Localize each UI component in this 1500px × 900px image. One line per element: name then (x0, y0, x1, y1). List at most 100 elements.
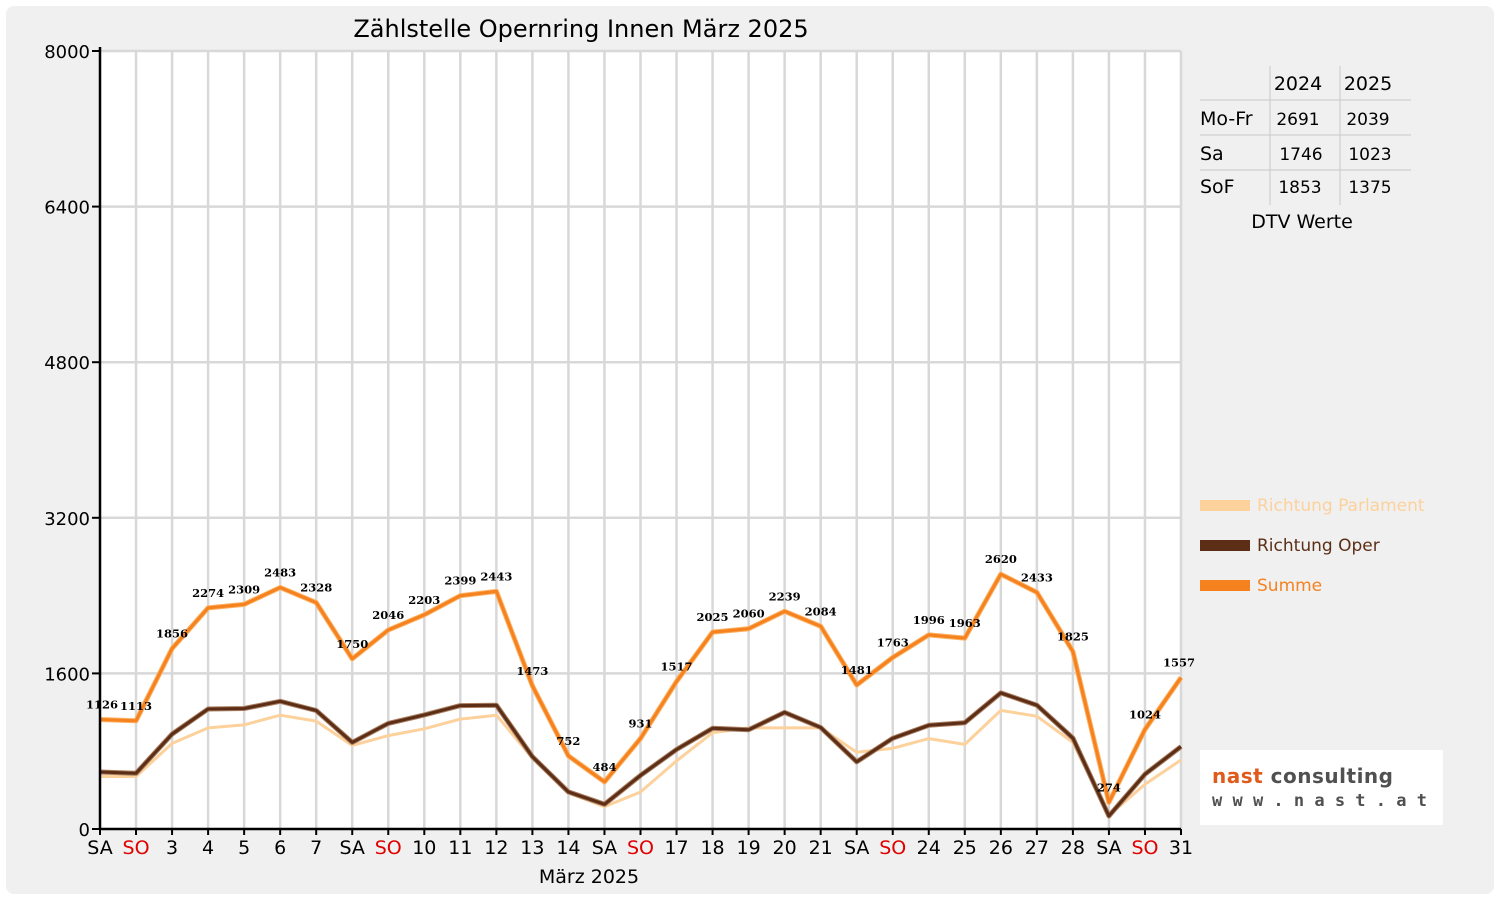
x-tick-label: 24 (917, 837, 941, 859)
y-tick-label: 1600 (44, 664, 90, 685)
x-tick-label: 11 (448, 837, 472, 859)
axes (92, 47, 1182, 835)
data-label: 2399 (444, 574, 476, 588)
x-axis-label: März 2025 (539, 866, 639, 888)
data-label: 2025 (697, 610, 729, 624)
y-tick-label: 4800 (44, 353, 90, 374)
y-tick-labels: 0 1600 3200 4800 6400 8000 (44, 42, 90, 841)
x-tick-label: 7 (310, 837, 322, 859)
table-header-2025: 2025 (1344, 73, 1392, 95)
x-tick-label: SA (592, 837, 617, 859)
logo-brand-word1: nast (1212, 764, 1264, 788)
data-label: 274 (1097, 780, 1121, 794)
x-tick-label: 5 (238, 837, 250, 859)
x-tick-label: 3 (166, 837, 178, 859)
data-label: 1825 (1057, 630, 1089, 644)
x-tick-labels: SA SO 3 4 5 6 7 SA SO 10 11 12 13 14 SA SO 17 18 19 20 21 SA S… (87, 837, 1193, 859)
table-cell: 1375 (1348, 178, 1391, 198)
x-tick-label: 18 (700, 837, 724, 859)
series-line-richtung-parlament (100, 708, 1182, 817)
data-label: 1750 (336, 637, 368, 651)
data-label: 931 (628, 716, 652, 730)
table-cell: 1853 (1278, 178, 1321, 198)
legend: Richtung Parlament Richtung Oper Summe (1200, 496, 1425, 596)
x-tick-label: SA (87, 837, 112, 859)
data-label: 1996 (913, 613, 945, 627)
data-label: 2084 (805, 604, 837, 618)
data-label: 2443 (480, 569, 512, 583)
data-label: 2046 (372, 608, 404, 622)
legend-swatch-summe (1200, 580, 1250, 591)
data-label: 2433 (1021, 570, 1053, 584)
x-tick-label: 4 (202, 837, 214, 859)
table-cell: 1023 (1348, 145, 1391, 165)
data-label: 1763 (877, 636, 909, 650)
logo-url: w w w . n a s t . a t (1212, 791, 1427, 811)
data-label: 2239 (769, 589, 801, 603)
x-tick-label: 20 (773, 837, 797, 859)
x-tick-label: SA (340, 837, 365, 859)
table-row-label: SoF (1200, 176, 1235, 198)
data-label: 1557 (1163, 656, 1195, 670)
x-tick-label: SO (879, 837, 906, 859)
legend-swatch-oper (1200, 540, 1250, 551)
legend-label-parlament: Richtung Parlament (1257, 496, 1425, 516)
table-cell: 2691 (1276, 110, 1319, 130)
x-tick-label: 13 (520, 837, 544, 859)
data-label: 1517 (661, 659, 693, 673)
x-tick-label: 12 (484, 837, 508, 859)
x-tick-label: 6 (274, 837, 286, 859)
legend-label-oper: Richtung Oper (1257, 536, 1380, 556)
data-labels: 1126 1113 1856 2274 2309 2483 2328 1750 2046 2203… (86, 552, 1195, 794)
x-tick-label: 14 (556, 837, 580, 859)
x-tick-label: SA (1096, 837, 1121, 859)
data-label: 1856 (156, 627, 188, 641)
data-label: 1481 (841, 663, 873, 677)
legend-swatch-parlament (1200, 500, 1250, 511)
series-lines (99, 571, 1184, 819)
x-tick-label: SO (375, 837, 402, 859)
data-label: 2309 (228, 582, 260, 596)
table-row-label: Sa (1200, 143, 1224, 165)
data-label: 1113 (120, 699, 152, 713)
data-label: 1126 (86, 697, 118, 711)
data-label: 2203 (408, 593, 440, 607)
table-row-label: Mo-Fr (1200, 108, 1253, 130)
x-tick-label: 17 (664, 837, 688, 859)
data-label: 2483 (264, 566, 296, 580)
data-label: 484 (592, 760, 616, 774)
y-tick-label: 0 (79, 820, 90, 841)
chart-title: Zählstelle Opernring Innen März 2025 (353, 15, 808, 43)
x-tick-label: 21 (809, 837, 833, 859)
x-tick-label: SO (123, 837, 150, 859)
table-cell: 2039 (1346, 110, 1389, 130)
x-tick-label: SA (844, 837, 869, 859)
dtv-table: 2024 2025 Mo-Fr 2691 2039 Sa 1746 1023 S… (1200, 66, 1411, 233)
y-tick-label: 8000 (44, 42, 90, 63)
x-tick-label: SO (627, 837, 654, 859)
series-line-richtung-oper (99, 691, 1182, 818)
x-tick-label: 26 (989, 837, 1013, 859)
data-label: 2274 (192, 586, 224, 600)
x-tick-label: 10 (412, 837, 436, 859)
data-label: 1473 (516, 664, 548, 678)
data-label: 2620 (985, 552, 1017, 566)
legend-label-summe: Summe (1257, 576, 1322, 596)
data-label: 2328 (300, 581, 332, 595)
y-tick-label: 3200 (44, 509, 90, 530)
data-label: 2060 (733, 607, 765, 621)
data-label: 752 (556, 734, 580, 748)
grid (100, 49, 1183, 829)
table-cell: 1746 (1279, 145, 1322, 165)
series-line-summe (99, 572, 1183, 804)
logo-brand: nast consulting (1212, 764, 1393, 788)
table-header-2024: 2024 (1274, 73, 1322, 95)
data-label: 1024 (1129, 707, 1161, 721)
table-caption: DTV Werte (1251, 211, 1353, 233)
x-tick-label: 28 (1061, 837, 1085, 859)
x-tick-label: 25 (953, 837, 977, 859)
x-tick-label: 31 (1169, 837, 1193, 859)
x-tick-label: 27 (1025, 837, 1049, 859)
nast-consulting-logo: nast consulting w w w . n a s t . a t (1200, 750, 1443, 825)
